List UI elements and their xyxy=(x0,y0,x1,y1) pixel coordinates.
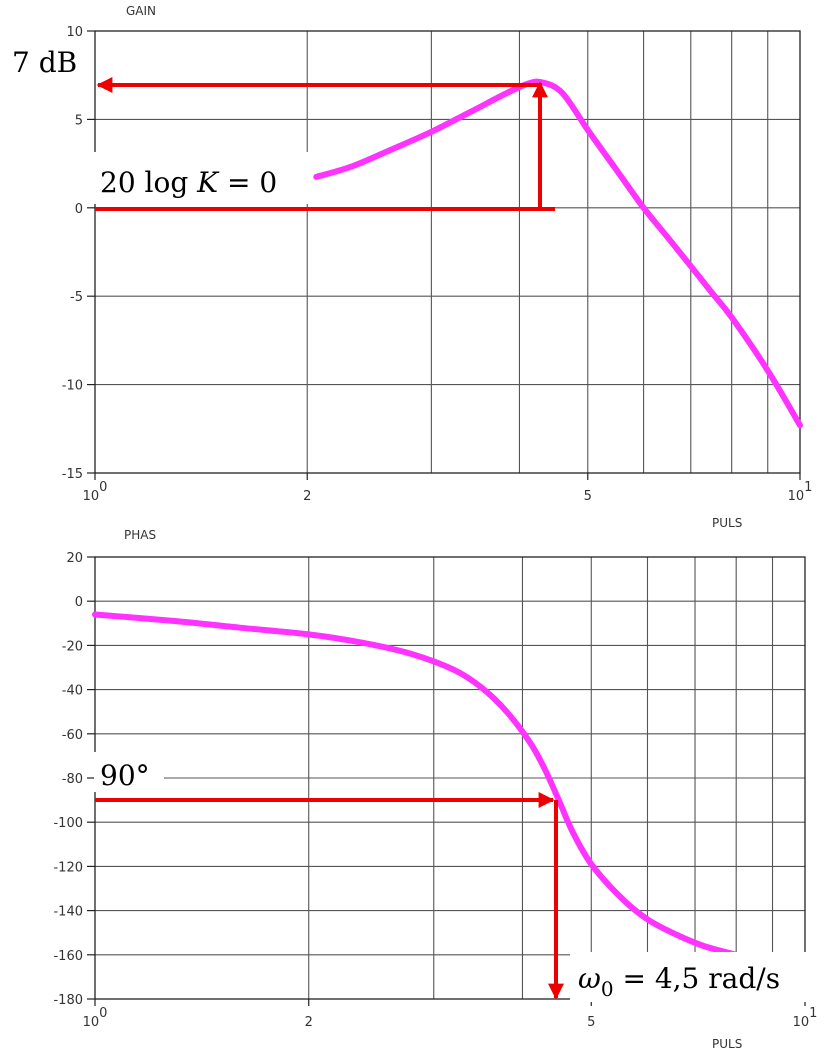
gain-reference-label-background xyxy=(92,152,310,204)
gain-x-tick-label: 2 xyxy=(303,489,311,504)
gain-grid xyxy=(95,31,800,473)
gain-plot-frame xyxy=(94,30,801,474)
phase-y-tick-label: -60 xyxy=(62,728,83,743)
phase-y-tick-label: -80 xyxy=(62,772,83,787)
phase-y-tick-labels: 20 0 -20 -40 -60 -80 -100 -120 -140 -160 -180 xyxy=(53,551,95,1008)
phase-y-tick-label: -100 xyxy=(53,816,83,831)
gain-chart: GAIN 10 5 0 -5 -10 -15 100 2 5 101 PULS 7 dB 20 … xyxy=(12,4,812,530)
gain-chart-title: GAIN xyxy=(126,4,156,18)
gain-x-axis-label: PULS xyxy=(712,516,742,530)
gain-curve xyxy=(313,78,803,429)
phase-y-tick-label: -20 xyxy=(62,639,83,654)
gain-peak-label: 7 dB xyxy=(12,46,77,79)
phase-x-tick-label: 5 xyxy=(587,1015,595,1030)
omega-label-background xyxy=(570,952,820,1002)
phase-y-tick-label: -40 xyxy=(62,684,83,699)
phase-90-label-background xyxy=(94,752,164,792)
phase-x-tick-label: 2 xyxy=(305,1015,313,1030)
gain-x-tick-label: 101 xyxy=(788,480,813,504)
gain-x-tick-label: 100 xyxy=(83,480,108,504)
phase-x-axis-label: PULS xyxy=(712,1037,742,1051)
gain-x-tick-labels: 100 2 5 101 xyxy=(83,473,813,504)
phase-y-tick-label: -160 xyxy=(53,949,83,964)
phase-x-tick-label: 100 xyxy=(83,1006,108,1030)
gain-y-tick-label: 0 xyxy=(75,202,83,217)
phase-y-tick-label: 0 xyxy=(75,595,83,610)
phase-y-tick-label: -140 xyxy=(53,905,83,920)
phase-curve xyxy=(92,611,740,958)
phase-chart-title: PHAS xyxy=(124,528,156,542)
phase-y-tick-label: -120 xyxy=(53,860,83,875)
gain-reference-label: 20 log K = 0 xyxy=(100,166,277,199)
gain-x-tick-label: 5 xyxy=(584,489,592,504)
phase-90-label: 90° xyxy=(100,759,150,792)
phase-x-tick-labels: 100 2 5 101 xyxy=(83,999,818,1030)
phase-x-tick-label: 101 xyxy=(793,1006,818,1030)
phase-chart: PHAS 20 0 -20 -40 -60 -80 -100 -120 -140 -160 -180… xyxy=(53,528,820,1051)
phase-y-tick-label: -180 xyxy=(53,993,83,1008)
gain-y-tick-labels: 10 5 0 -5 -10 -15 xyxy=(62,25,95,482)
gain-y-tick-label: 5 xyxy=(75,113,83,128)
phase-y-tick-label: 20 xyxy=(66,551,83,566)
gain-y-tick-label: -5 xyxy=(70,290,83,305)
gain-y-tick-label: -10 xyxy=(62,379,83,394)
gain-y-tick-label: 10 xyxy=(66,25,83,40)
omega-label: ω0 = 4,5 rad/s xyxy=(578,962,780,1001)
gain-y-tick-label: -15 xyxy=(62,467,83,482)
